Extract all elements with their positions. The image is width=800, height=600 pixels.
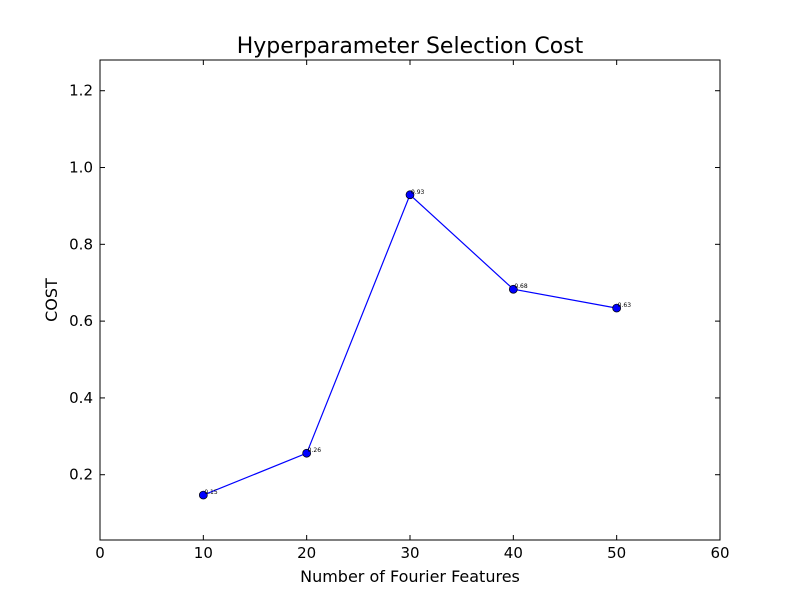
y-tick-label: 0.2 — [69, 466, 93, 484]
x-tick-label: 20 — [297, 544, 316, 562]
data-point-label: 0.26 — [308, 447, 322, 454]
plot-area: 0.15 0.26 0.93 0.68 0.63 — [198, 189, 632, 500]
plot-frame — [99, 59, 721, 541]
data-point-label: 0.63 — [618, 302, 632, 309]
x-tick-label: 50 — [607, 544, 626, 562]
data-point — [198, 490, 208, 500]
x-tick-label: 30 — [400, 544, 419, 562]
data-point — [612, 303, 622, 313]
y-axis-label: COST — [42, 278, 61, 322]
data-point — [508, 284, 518, 294]
x-axis-label: Number of Fourier Features — [300, 567, 520, 586]
data-point — [405, 190, 415, 200]
x-tick-label: 0 — [95, 544, 105, 562]
x-tick-label: 40 — [504, 544, 523, 562]
x-tick-label: 60 — [710, 544, 729, 562]
data-point-label: 0.15 — [204, 489, 218, 496]
chart-title: Hyperparameter Selection Cost — [237, 34, 584, 59]
data-point-label: 0.68 — [514, 283, 528, 290]
y-tick-label: 1.2 — [69, 82, 93, 100]
series-line — [203, 193, 617, 496]
y-tick-label: 0.4 — [69, 389, 93, 407]
axis-ticks: 0 10 20 30 40 50 60 0.2 0.4 0.6 0.8 1.0 1.2 — [69, 60, 730, 562]
data-point — [302, 448, 312, 458]
y-tick-label: 0.8 — [69, 235, 93, 253]
y-tick-label: 1.0 — [69, 159, 93, 177]
x-tick-label: 10 — [194, 544, 213, 562]
data-point-label: 0.93 — [411, 189, 425, 196]
y-tick-label: 0.6 — [69, 312, 93, 330]
